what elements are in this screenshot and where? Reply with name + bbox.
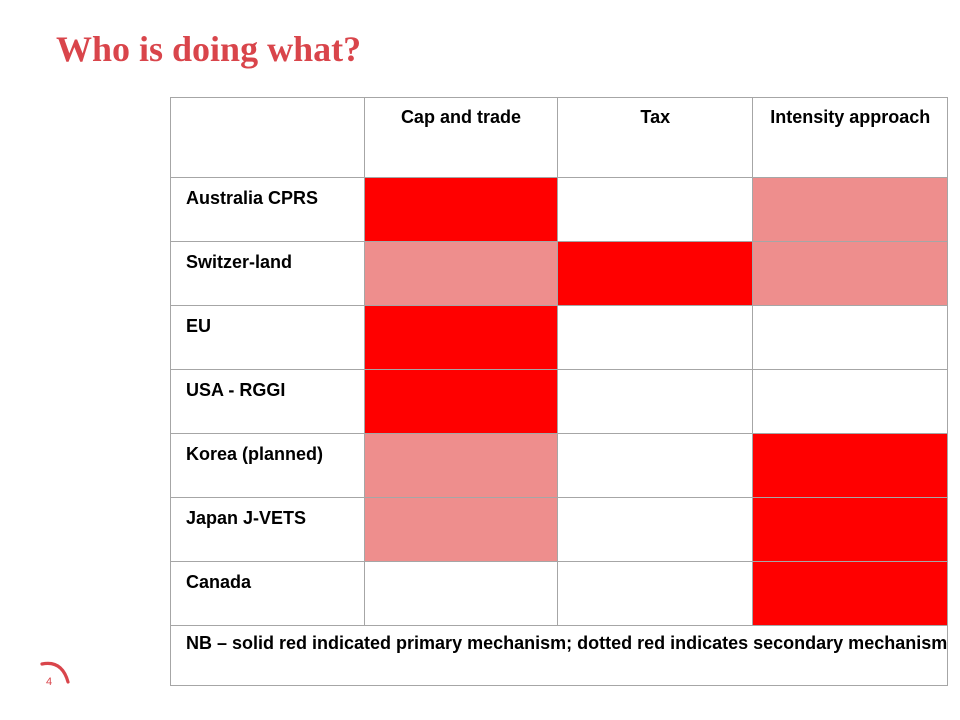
- intensity-approach-cell: [752, 305, 949, 370]
- tax-cell: [557, 241, 754, 306]
- tax-cell: [557, 433, 754, 498]
- tax-cell: [557, 177, 754, 242]
- note-cell: NB – solid red indicated primary mechani…: [169, 625, 949, 686]
- intensity-approach-cell: [752, 241, 949, 306]
- row-label: Canada: [186, 572, 252, 592]
- table-row: EU: [170, 305, 949, 370]
- intensity-approach-cell: [752, 177, 949, 242]
- table-row: USA - RGGI: [170, 369, 949, 434]
- row-label: Korea (planned): [186, 444, 324, 464]
- row-label-cell: Japan J-VETS: [170, 497, 365, 562]
- table-note-row: NB – solid red indicated primary mechani…: [169, 625, 949, 686]
- table-row: Japan J-VETS: [170, 497, 949, 562]
- header-cell-intensity-approach: Intensity approach: [752, 97, 949, 178]
- row-label-cell: EU: [170, 305, 365, 370]
- row-label-cell: Switzer-land: [170, 241, 365, 306]
- row-label: Japan J-VETS: [186, 508, 307, 528]
- tax-cell: [557, 305, 754, 370]
- cap-and-trade-cell: [363, 177, 559, 242]
- cap-and-trade-cell: [363, 241, 559, 306]
- tax-cell: [557, 497, 754, 562]
- mechanism-matrix-table: Cap and trade Tax Intensity approach Aus…: [169, 97, 949, 686]
- cap-and-trade-cell: [363, 497, 559, 562]
- row-label: Australia CPRS: [186, 188, 319, 208]
- cap-and-trade-cell: [363, 305, 559, 370]
- row-label: EU: [186, 316, 212, 336]
- table-row: Korea (planned): [170, 433, 949, 498]
- intensity-approach-cell: [752, 561, 949, 626]
- row-label-cell: Canada: [170, 561, 365, 626]
- row-label-cell: Korea (planned): [170, 433, 365, 498]
- row-label: Switzer-land: [186, 252, 293, 272]
- header-cell-cap-and-trade: Cap and trade: [363, 97, 559, 178]
- cap-and-trade-cell: [363, 369, 559, 434]
- cap-and-trade-cell: [363, 561, 559, 626]
- table-row: Switzer-land: [170, 241, 949, 306]
- row-label-cell: USA - RGGI: [170, 369, 365, 434]
- intensity-approach-cell: [752, 433, 949, 498]
- tax-cell: [557, 369, 754, 434]
- intensity-approach-cell: [752, 497, 949, 562]
- red-swoosh-arc-icon: [40, 661, 70, 684]
- header-cell-tax: Tax: [557, 97, 754, 178]
- table-header-row: Cap and trade Tax Intensity approach: [170, 97, 949, 178]
- tax-cell: [557, 561, 754, 626]
- legend-note: NB – solid red indicated primary mechani…: [186, 633, 948, 653]
- cap-and-trade-cell: [363, 433, 559, 498]
- table-row: Australia CPRS: [170, 177, 949, 242]
- slide-title: Who is doing what?: [56, 29, 362, 69]
- row-label-cell: Australia CPRS: [170, 177, 365, 242]
- row-label: USA - RGGI: [186, 380, 286, 400]
- page-number: 4: [46, 676, 53, 688]
- table-row: Canada: [170, 561, 949, 626]
- intensity-approach-cell: [752, 369, 949, 434]
- header-cell-empty: [170, 97, 365, 178]
